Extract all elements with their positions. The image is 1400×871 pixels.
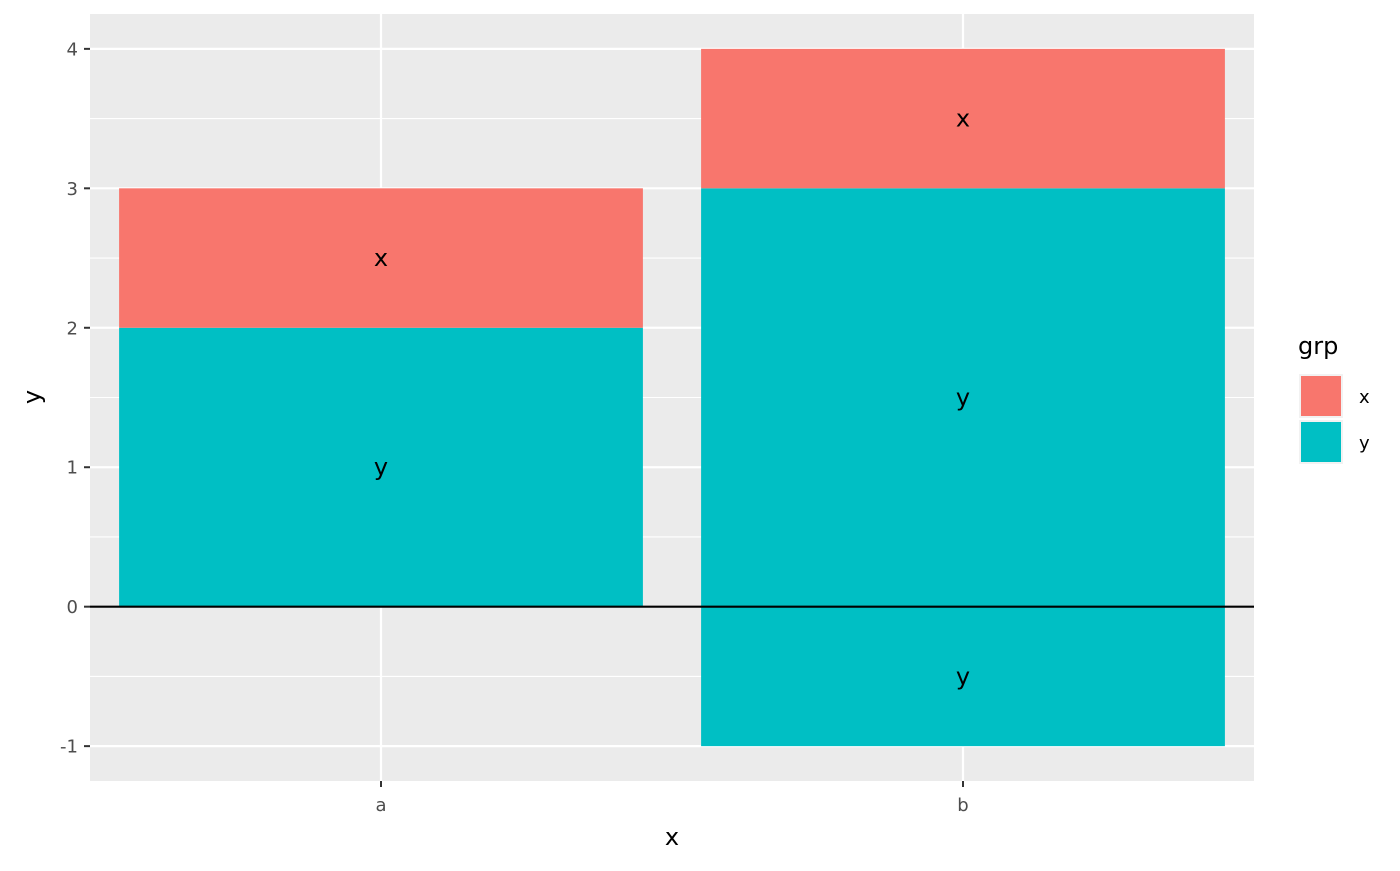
legend-swatch-y: [1301, 422, 1341, 462]
x-axis-title: x: [665, 823, 679, 851]
y-tick-label: 3: [67, 179, 78, 200]
x-tick-label: b: [957, 795, 968, 816]
bar-label: y: [374, 453, 388, 481]
bar-labels: y x y x y: [374, 105, 970, 691]
y-axis: -1 0 1 2 3 4: [60, 39, 90, 758]
bar-segment-b-x: [701, 48, 1225, 189]
bar-label: x: [374, 244, 388, 272]
legend: grp x y: [1298, 332, 1370, 464]
bar-segments: [119, 48, 1225, 747]
y-axis-title: y: [18, 390, 46, 404]
bar-label: y: [956, 662, 970, 690]
bar-segment-b-y: [701, 188, 1225, 607]
legend-label: x: [1359, 387, 1370, 408]
y-tick-label: 4: [67, 39, 78, 60]
y-tick-label: 2: [67, 318, 78, 339]
y-tick-label: -1: [60, 737, 78, 758]
bar-segment-a-y: [119, 327, 643, 607]
y-tick-label: 0: [67, 597, 78, 618]
legend-label: y: [1359, 433, 1370, 454]
x-tick-label: a: [375, 795, 386, 816]
legend-swatch-x: [1301, 376, 1341, 416]
y-tick-label: 1: [67, 458, 78, 479]
bar-label: y: [956, 384, 970, 412]
bar-label: x: [956, 105, 970, 133]
bar-segment-b-y: [701, 606, 1225, 747]
legend-title: grp: [1298, 332, 1338, 360]
bar-segment-a-x: [119, 188, 643, 328]
